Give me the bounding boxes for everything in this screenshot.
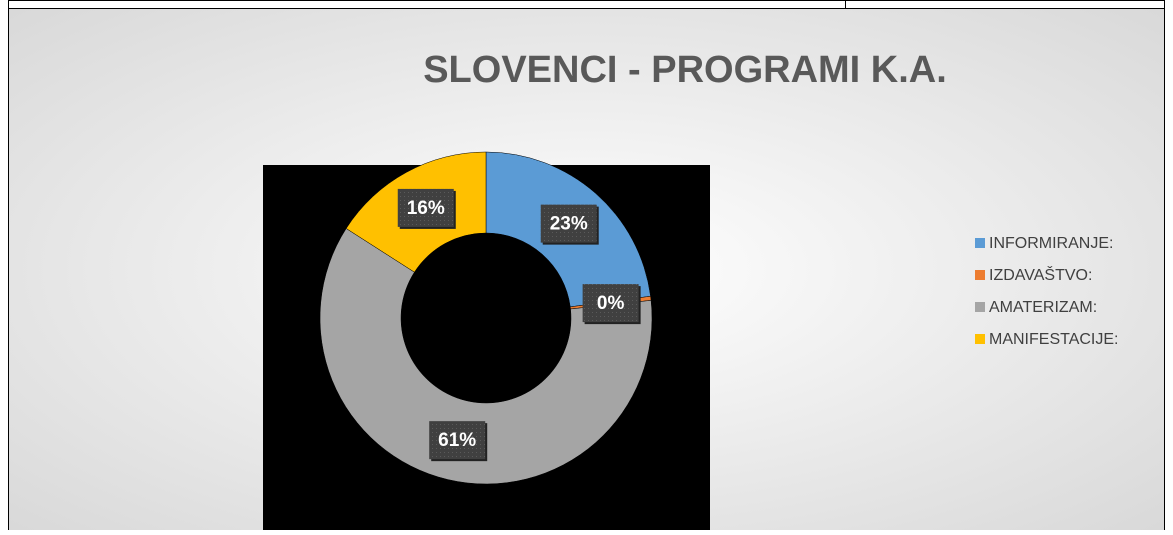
data-label-box [429,421,486,460]
legend-label: INFORMIRANJE: [989,235,1113,252]
data-label: 23% [550,214,588,235]
data-label-box [540,204,597,243]
legend-swatch [975,270,985,280]
legend-swatch [975,334,985,344]
data-label-box [582,284,639,323]
legend-label: AMATERIZAM: [989,299,1097,316]
chart-title: SLOVENCI - PROGRAMI K.A. [423,49,947,91]
legend-swatch [975,302,985,312]
donut-slice [319,228,653,485]
data-label: 61% [438,430,476,451]
legend-label: MANIFESTACIJE: [989,331,1119,348]
legend-label: IZDAVAŠTVO: [989,265,1092,284]
data-label: 0% [597,293,625,314]
data-label-box [397,188,454,227]
legend-swatch [975,238,985,248]
data-label: 16% [407,198,445,219]
